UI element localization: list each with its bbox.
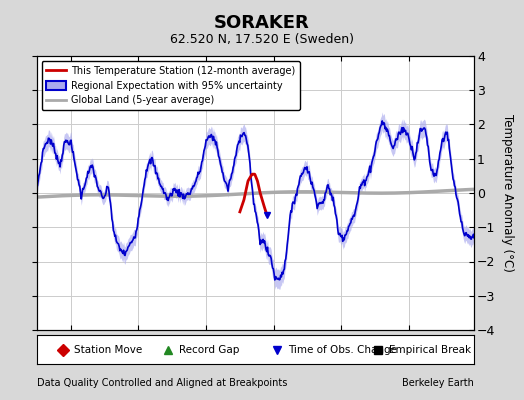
Text: SORAKER: SORAKER <box>214 14 310 32</box>
Text: Record Gap: Record Gap <box>179 344 239 354</box>
Text: Time of Obs. Change: Time of Obs. Change <box>288 344 397 354</box>
Text: Empirical Break: Empirical Break <box>389 344 471 354</box>
Text: Station Move: Station Move <box>74 344 142 354</box>
Text: Berkeley Earth: Berkeley Earth <box>402 378 474 388</box>
Legend: This Temperature Station (12-month average), Regional Expectation with 95% uncer: This Temperature Station (12-month avera… <box>41 61 300 110</box>
Y-axis label: Temperature Anomaly (°C): Temperature Anomaly (°C) <box>501 114 514 272</box>
Text: 62.520 N, 17.520 E (Sweden): 62.520 N, 17.520 E (Sweden) <box>170 33 354 46</box>
Text: Data Quality Controlled and Aligned at Breakpoints: Data Quality Controlled and Aligned at B… <box>37 378 287 388</box>
